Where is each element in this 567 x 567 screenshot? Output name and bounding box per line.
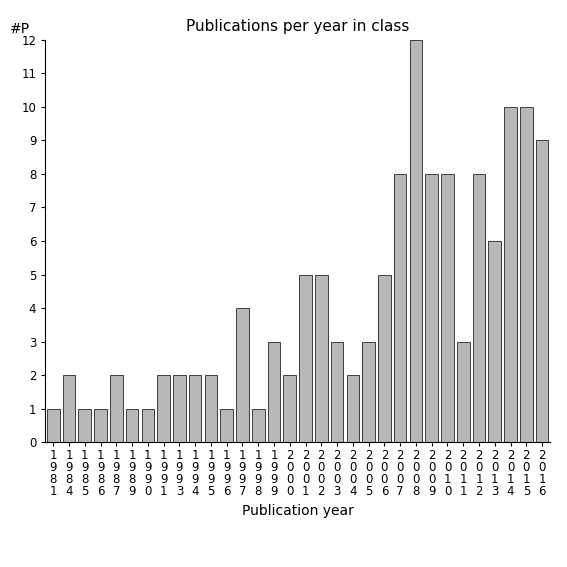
Bar xyxy=(504,107,517,442)
Bar xyxy=(394,174,407,442)
Bar xyxy=(536,141,548,442)
Bar xyxy=(189,375,201,442)
Bar xyxy=(78,409,91,442)
Bar xyxy=(378,274,391,442)
Bar xyxy=(268,341,280,442)
Bar xyxy=(473,174,485,442)
Bar xyxy=(457,341,469,442)
Bar xyxy=(315,274,328,442)
Bar xyxy=(126,409,138,442)
Bar xyxy=(110,375,122,442)
Bar xyxy=(409,40,422,442)
Bar xyxy=(299,274,312,442)
Bar xyxy=(205,375,217,442)
Bar xyxy=(362,341,375,442)
Bar xyxy=(331,341,344,442)
X-axis label: Publication year: Publication year xyxy=(242,503,354,518)
Bar xyxy=(63,375,75,442)
Title: Publications per year in class: Publications per year in class xyxy=(186,19,409,35)
Bar xyxy=(284,375,296,442)
Bar xyxy=(157,375,170,442)
Text: #P: #P xyxy=(10,22,30,36)
Bar xyxy=(520,107,532,442)
Bar xyxy=(173,375,186,442)
Bar xyxy=(142,409,154,442)
Bar xyxy=(236,308,249,442)
Bar xyxy=(441,174,454,442)
Bar xyxy=(94,409,107,442)
Bar xyxy=(47,409,60,442)
Bar xyxy=(252,409,265,442)
Bar xyxy=(425,174,438,442)
Bar xyxy=(346,375,359,442)
Bar xyxy=(489,241,501,442)
Bar xyxy=(221,409,233,442)
